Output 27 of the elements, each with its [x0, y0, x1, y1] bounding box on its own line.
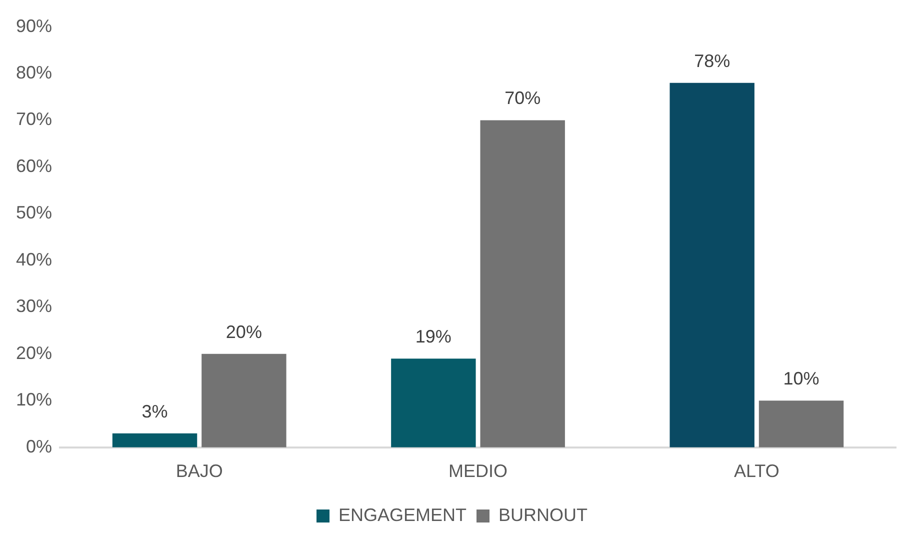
- data-label: 19%: [415, 326, 452, 347]
- bar: [670, 82, 754, 448]
- y-tick-label: 80%: [16, 62, 52, 82]
- data-label: 20%: [226, 322, 262, 342]
- data-label: 70%: [504, 88, 541, 108]
- legend-label: BURNOUT: [498, 504, 588, 525]
- data-label: 3%: [142, 401, 168, 422]
- y-tick-label: 70%: [16, 109, 52, 130]
- y-tick-label: 50%: [16, 202, 52, 223]
- y-tick-label: 40%: [16, 249, 52, 270]
- y-tick-label: 0%: [26, 436, 52, 456]
- legend-label: ENGAGEMENT: [338, 504, 467, 525]
- y-tick-label: 20%: [16, 342, 52, 363]
- y-tick-label: 10%: [16, 390, 52, 410]
- x-tick-label: ALTO: [734, 461, 780, 482]
- data-label: 78%: [694, 50, 730, 71]
- bar: [480, 120, 565, 448]
- data-label: 10%: [783, 368, 820, 389]
- x-tick-label: MEDIO: [448, 461, 508, 482]
- y-tick-label: 60%: [16, 156, 52, 176]
- x-tick-label: BAJO: [176, 461, 223, 482]
- y-tick-label: 30%: [16, 296, 52, 316]
- y-tick-label: 90%: [16, 16, 52, 36]
- bar: [112, 433, 198, 448]
- bar: [391, 358, 476, 448]
- bar: [758, 400, 844, 448]
- bar: [202, 354, 286, 448]
